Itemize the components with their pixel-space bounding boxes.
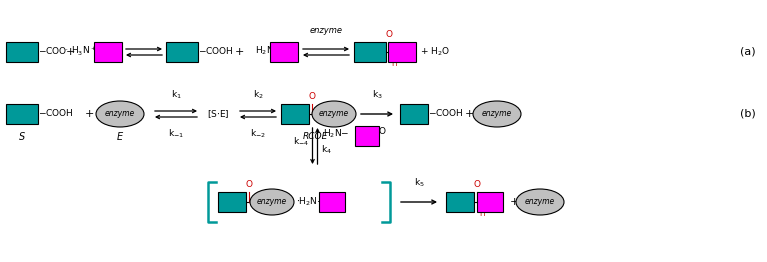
Bar xyxy=(477,192,503,212)
Text: H: H xyxy=(391,59,397,68)
Text: (a): (a) xyxy=(740,47,755,57)
Text: + H$_2$O: + H$_2$O xyxy=(420,46,450,58)
Text: H: H xyxy=(479,209,485,218)
Text: k$_5$: k$_5$ xyxy=(413,177,424,189)
Text: H$_3$N$^+\!-$: H$_3$N$^+\!-$ xyxy=(71,44,105,58)
Text: O: O xyxy=(245,180,252,189)
Ellipse shape xyxy=(96,101,144,127)
Text: +: + xyxy=(510,197,519,207)
Text: enzyme: enzyme xyxy=(319,110,349,118)
Text: +: + xyxy=(234,47,244,57)
Text: +: + xyxy=(84,109,94,119)
Bar xyxy=(281,104,309,124)
Bar xyxy=(446,192,474,212)
Text: enzyme: enzyme xyxy=(525,198,555,206)
Bar xyxy=(166,42,198,62)
Bar xyxy=(6,104,38,124)
Text: k$_{-4}$: k$_{-4}$ xyxy=(293,136,309,148)
Text: $-$COOH: $-$COOH xyxy=(198,46,234,57)
Text: enzyme: enzyme xyxy=(105,110,135,118)
Text: k$_1$: k$_1$ xyxy=(170,89,182,101)
Text: +: + xyxy=(464,109,474,119)
Text: $\cdot$H$_2$N$-$: $\cdot$H$_2$N$-$ xyxy=(296,196,325,208)
Text: O: O xyxy=(386,30,393,39)
Bar xyxy=(94,42,122,62)
Text: k$_4$: k$_4$ xyxy=(321,144,332,156)
Bar xyxy=(270,42,298,62)
Ellipse shape xyxy=(516,189,564,215)
Ellipse shape xyxy=(473,101,521,127)
Text: $-$COO$^{\bar{}}$: $-$COO$^{\bar{}}$ xyxy=(38,46,69,57)
Text: enzyme: enzyme xyxy=(482,110,512,118)
Text: H$_2$N$-$: H$_2$N$-$ xyxy=(323,128,350,140)
Text: H$_2$O: H$_2$O xyxy=(367,125,387,138)
Ellipse shape xyxy=(312,101,356,127)
Text: k$_{-2}$: k$_{-2}$ xyxy=(250,127,266,139)
Text: (b): (b) xyxy=(740,109,755,119)
Text: +: + xyxy=(65,47,74,57)
Bar xyxy=(354,42,386,62)
Text: N: N xyxy=(479,198,486,206)
Text: enzyme: enzyme xyxy=(257,198,287,206)
Ellipse shape xyxy=(250,189,294,215)
Text: k$_3$: k$_3$ xyxy=(371,89,383,101)
Bar xyxy=(6,42,38,62)
Text: $-$COOH: $-$COOH xyxy=(428,107,464,118)
Bar xyxy=(319,192,345,212)
Bar xyxy=(400,104,428,124)
Text: RCOE: RCOE xyxy=(302,132,328,141)
Bar xyxy=(218,192,246,212)
Text: k$_{-1}$: k$_{-1}$ xyxy=(168,127,184,139)
Text: H$_2$N$-$: H$_2$N$-$ xyxy=(255,45,281,57)
Text: O: O xyxy=(473,180,480,189)
Bar xyxy=(388,42,416,62)
Text: O: O xyxy=(308,92,315,101)
Text: S: S xyxy=(19,132,25,142)
Text: [S$\cdot$E]: [S$\cdot$E] xyxy=(207,108,229,120)
Text: E: E xyxy=(117,132,123,142)
Text: $-$COOH: $-$COOH xyxy=(38,107,74,118)
Text: enzyme: enzyme xyxy=(310,26,343,35)
Bar xyxy=(355,126,379,146)
Text: N: N xyxy=(390,47,397,57)
Text: k$_2$: k$_2$ xyxy=(252,89,263,101)
